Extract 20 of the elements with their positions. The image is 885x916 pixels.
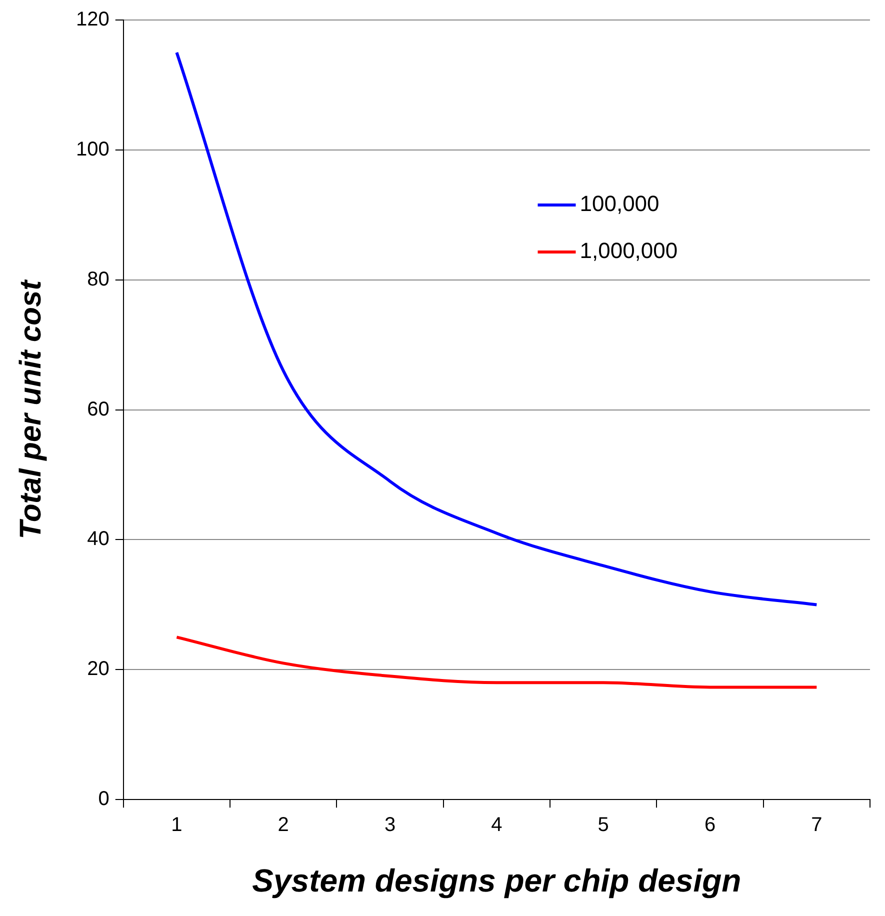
- x-tick-label: 4: [491, 814, 502, 836]
- y-tick-label: 40: [87, 528, 110, 550]
- legend-label: 1,000,000: [580, 238, 678, 264]
- y-tick-label: 80: [87, 268, 110, 290]
- y-tick-label: 0: [98, 788, 110, 810]
- line-series: [175, 636, 818, 689]
- y-tick-label: 60: [87, 398, 110, 420]
- x-axis-title: System designs per chip design: [252, 862, 742, 899]
- x-tick-label: 5: [598, 814, 609, 836]
- x-tick-label: 2: [278, 814, 289, 836]
- y-tick-label: 120: [76, 8, 110, 31]
- y-tick-label: 100: [76, 138, 110, 160]
- y-tick-label: 20: [87, 658, 110, 680]
- x-tick-label: 6: [704, 814, 716, 836]
- x-tick-label: 1: [171, 814, 182, 836]
- line-series: [175, 50, 818, 606]
- y-axis-title: Total per unit cost: [14, 278, 48, 540]
- legend-label: 100,000: [580, 191, 660, 216]
- x-tick-label: 3: [384, 814, 396, 836]
- x-tick-label: 7: [811, 814, 822, 836]
